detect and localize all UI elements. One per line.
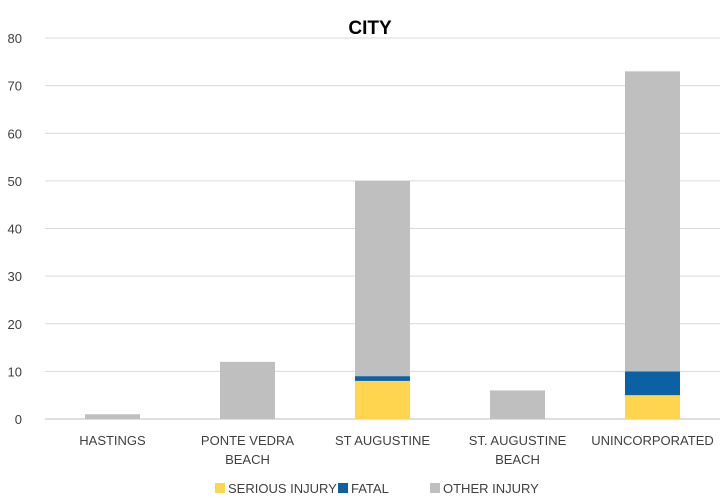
y-tick-label: 30: [8, 269, 22, 284]
legend-swatch: [430, 483, 440, 493]
y-tick-label: 40: [8, 222, 22, 237]
x-category-label: ST AUGUSTINE: [335, 433, 430, 448]
chart-title: CITY: [348, 18, 392, 39]
bar-segment: [625, 371, 680, 396]
legend-label: FATAL: [351, 481, 389, 496]
bar-segment: [490, 390, 545, 419]
bar-segment: [355, 380, 410, 419]
x-category-label: ST. AUGUSTINE BEACH: [469, 433, 567, 467]
x-category-label: PONTE VEDRA BEACH: [201, 433, 295, 467]
y-tick-label: 0: [15, 412, 22, 427]
y-tick-label: 50: [8, 174, 22, 189]
legend-label: SERIOUS INJURY: [228, 481, 337, 496]
bar-segment: [355, 180, 410, 377]
bar-segment: [355, 376, 410, 381]
x-category-label: HASTINGS: [79, 433, 146, 448]
y-tick-label: 60: [8, 126, 22, 141]
bar-segment: [625, 71, 680, 372]
bar-segment: [220, 361, 275, 419]
bar-segment: [625, 395, 680, 419]
y-tick-label: 10: [8, 364, 22, 379]
x-category-label: UNINCORPORATED: [591, 433, 714, 448]
y-tick-label: 80: [8, 31, 22, 46]
legend-label: OTHER INJURY: [443, 481, 539, 496]
legend-swatch: [338, 483, 348, 493]
y-tick-label: 70: [8, 79, 22, 94]
bar-segment: [85, 414, 140, 419]
legend-swatch: [215, 483, 225, 493]
y-tick-label: 20: [8, 317, 22, 332]
